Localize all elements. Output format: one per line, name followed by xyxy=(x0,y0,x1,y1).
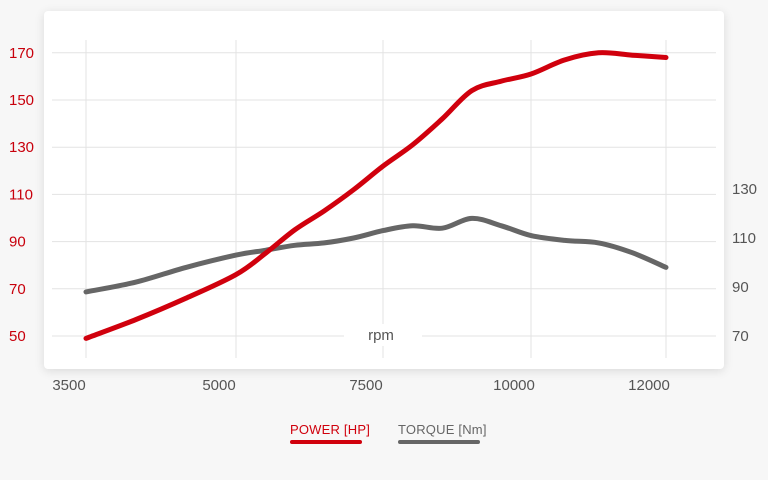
y-right-tick-label: 90 xyxy=(732,279,749,296)
legend-label-power: POWER [HP] xyxy=(290,422,371,437)
torque-line xyxy=(83,215,669,295)
y-left-tick-label: 110 xyxy=(9,186,33,203)
x-axis-ticks: 3500 5000 7500 10000 12000 xyxy=(52,377,670,394)
x-tick-label: 3500 xyxy=(52,377,85,394)
legend-label-torque: TORQUE [Nm] xyxy=(398,422,487,437)
legend-item-power[interactable]: POWER [HP] xyxy=(290,422,370,444)
legend-item-torque[interactable]: TORQUE [Nm] xyxy=(398,422,487,444)
x-axis-label: rpm xyxy=(368,327,394,344)
x-tick-label: 7500 xyxy=(349,377,382,394)
y-axis-left-ticks: 50 70 90 110 130 150 170 xyxy=(9,45,34,345)
y-right-tick-label: 110 xyxy=(732,230,756,247)
grid-lines xyxy=(52,40,716,358)
series-lines xyxy=(83,50,669,341)
y-left-tick-label: 170 xyxy=(9,45,34,62)
y-axis-right-ticks: 70 90 110 130 xyxy=(732,181,757,345)
legend-swatch-power xyxy=(290,440,362,444)
y-right-tick-label: 70 xyxy=(732,328,749,345)
legend-swatch-torque xyxy=(398,440,480,444)
y-right-tick-label: 130 xyxy=(732,181,757,198)
y-left-tick-label: 150 xyxy=(9,92,34,109)
xlabel-backdrop xyxy=(344,324,422,346)
power-line xyxy=(83,50,669,341)
y-left-tick-label: 70 xyxy=(9,281,26,298)
x-tick-label: 12000 xyxy=(628,377,670,394)
y-left-tick-label: 90 xyxy=(9,234,26,251)
y-left-tick-label: 130 xyxy=(9,139,34,156)
x-tick-label: 10000 xyxy=(493,377,535,394)
chart-legend: POWER [HP] TORQUE [Nm] xyxy=(0,422,768,452)
x-tick-label: 5000 xyxy=(202,377,235,394)
y-left-tick-label: 50 xyxy=(9,328,26,345)
